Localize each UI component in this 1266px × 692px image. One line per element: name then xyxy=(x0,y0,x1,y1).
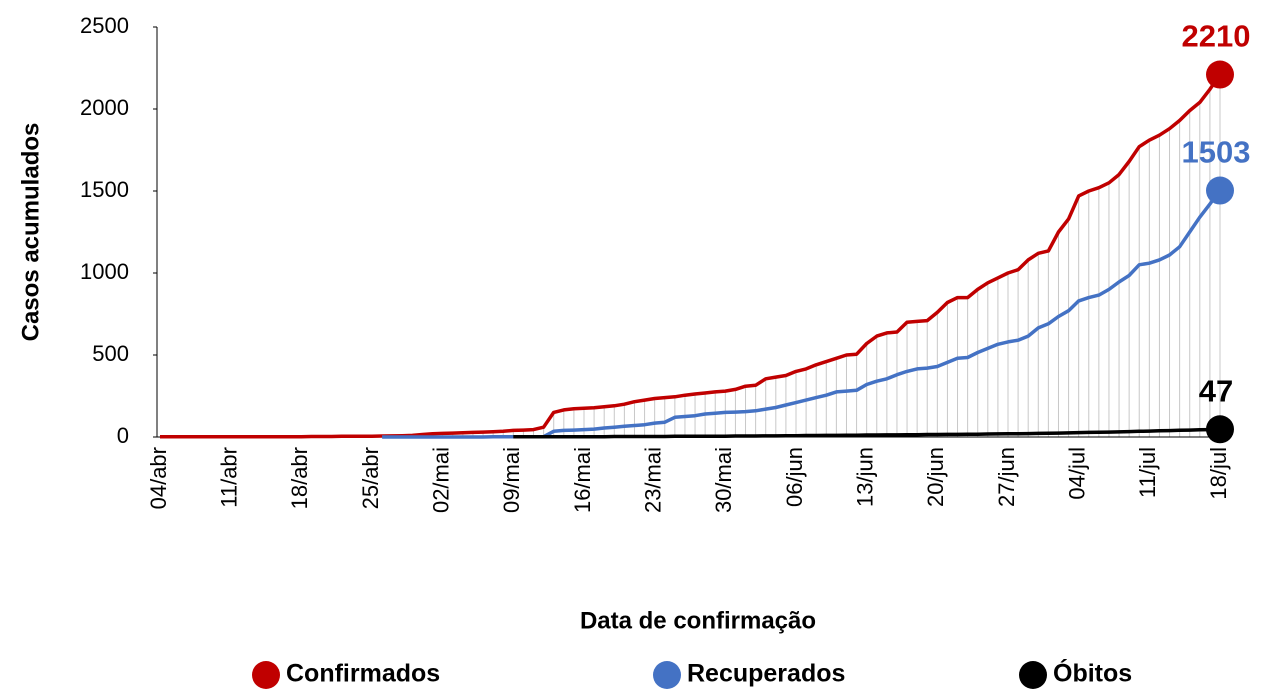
x-tick-label: 09/mai xyxy=(499,447,524,513)
value-label: 2210 xyxy=(1182,19,1251,54)
legend-marker xyxy=(653,661,681,689)
x-tick-label: 13/jun xyxy=(852,447,877,507)
y-tick-label: 2500 xyxy=(80,13,129,38)
x-tick-label: 30/mai xyxy=(711,447,736,513)
x-tick-label: 20/jun xyxy=(923,447,948,507)
x-tick-label: 27/jun xyxy=(994,447,1019,507)
series-line xyxy=(160,73,1222,439)
x-tick-label: 23/mai xyxy=(640,447,665,513)
end-marker xyxy=(1206,415,1234,444)
x-tick-label: 18/abr xyxy=(287,447,312,509)
x-tick-label: 11/abr xyxy=(216,447,241,508)
end-marker xyxy=(1206,60,1234,89)
y-tick-label: 0 xyxy=(117,423,129,448)
x-tick-label: 04/jul xyxy=(1064,447,1089,500)
legend-label: Óbitos xyxy=(1053,658,1132,688)
value-label: 47 xyxy=(1199,373,1233,408)
legend-marker xyxy=(1019,661,1047,689)
y-tick-label: 2000 xyxy=(80,95,129,120)
y-tick-label: 1500 xyxy=(80,177,129,202)
x-tick-label: 18/jul xyxy=(1206,447,1231,500)
legend-label: Recuperados xyxy=(687,660,845,688)
y-tick-label: 1000 xyxy=(80,259,129,284)
value-label: 1503 xyxy=(1182,135,1251,170)
y-axis-title: Casos acumulados xyxy=(17,123,44,342)
x-tick-label: 16/mai xyxy=(570,447,595,513)
x-axis-title: Data de confirmação xyxy=(580,607,816,634)
y-tick-label: 500 xyxy=(92,341,129,366)
x-tick-label: 11/jul xyxy=(1135,447,1160,498)
x-tick-label: 25/abr xyxy=(358,447,383,509)
x-tick-label: 04/abr xyxy=(146,447,171,509)
legend-marker xyxy=(252,661,280,689)
x-tick-label: 06/jun xyxy=(782,447,807,507)
series-line xyxy=(513,427,1221,439)
legend-label: Confirmados xyxy=(286,660,440,688)
x-tick-label: 02/mai xyxy=(428,447,453,513)
series-line xyxy=(382,189,1222,439)
end-marker xyxy=(1206,176,1234,205)
